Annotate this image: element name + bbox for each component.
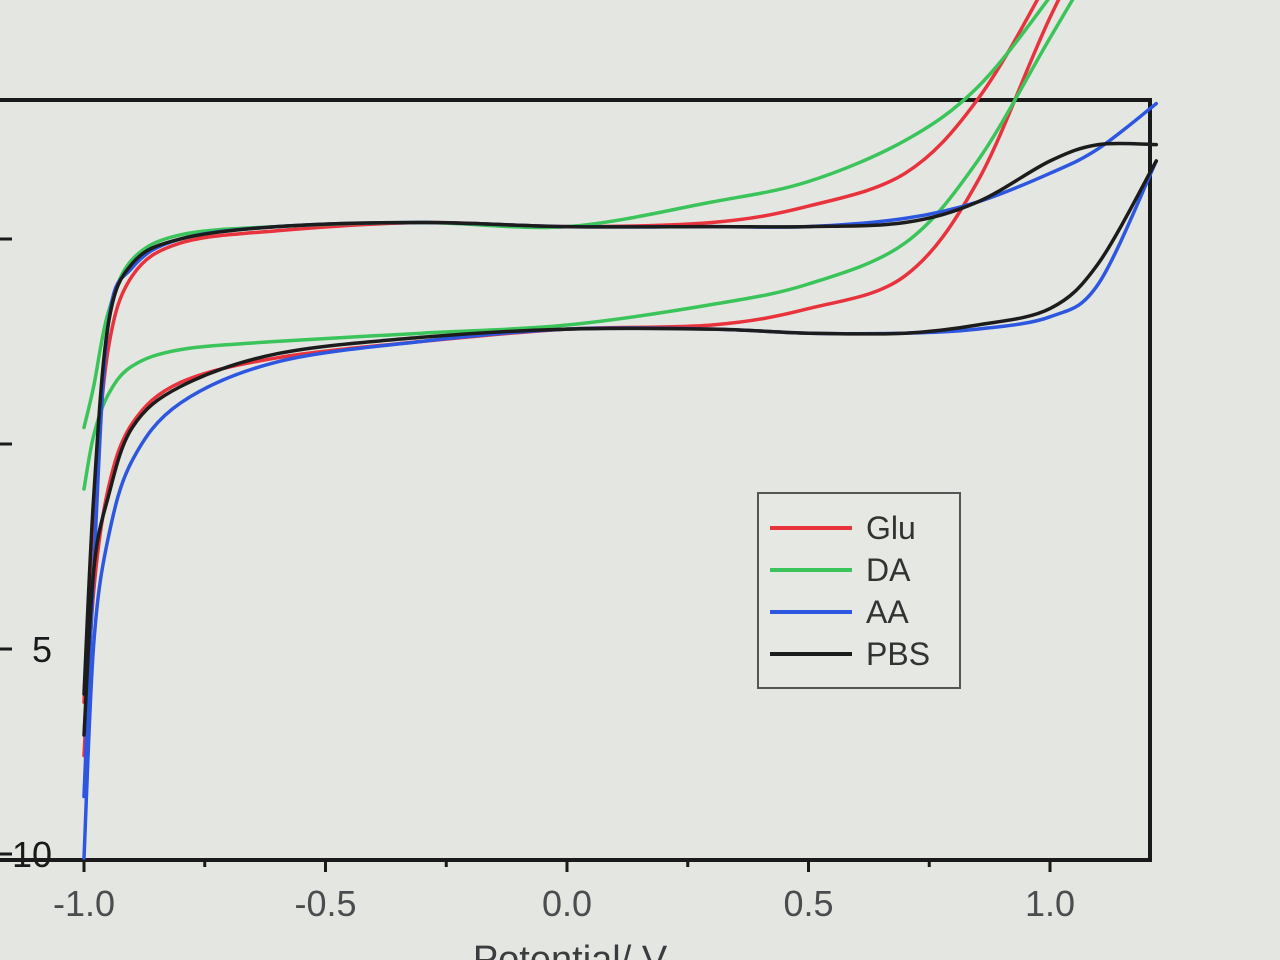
series-aa-lower-branch (82, 159, 1159, 860)
x-tick-label: -1.0 (53, 883, 115, 924)
x-tick-label: 0.5 (783, 883, 833, 924)
legend-label-glu: Glu (866, 510, 916, 546)
series-glu-upper-branch (82, 0, 1040, 704)
x-tick-label: 1.0 (1025, 883, 1075, 924)
series-pbs-upper-branch (82, 141, 1159, 696)
plot-frame (0, 98, 1152, 862)
series-da-upper-branch (82, 0, 1050, 430)
series-aa-upper-branch (82, 101, 1159, 799)
series-pbs-lower-branch (82, 159, 1159, 737)
legend-label-aa: AA (866, 594, 909, 630)
legend-label-da: DA (866, 552, 911, 588)
x-axis-ticks: -1.0 -0.5 0.0 0.5 1.0 (53, 860, 1075, 924)
y-tick-label: 10 (12, 834, 52, 875)
y-axis-ticks: 5 10 (0, 237, 52, 875)
y-tick-label: 5 (32, 629, 52, 670)
legend: Glu DA AA PBS (757, 492, 961, 689)
series-layer (82, 0, 1159, 860)
x-tick-label: -0.5 (294, 883, 356, 924)
plot-border (0, 98, 1152, 862)
x-axis-label: Potential/ V (473, 939, 668, 960)
x-tick-label: 0.0 (542, 883, 592, 924)
legend-label-pbs: PBS (866, 636, 930, 672)
series-da-lower-branch (82, 0, 1075, 491)
